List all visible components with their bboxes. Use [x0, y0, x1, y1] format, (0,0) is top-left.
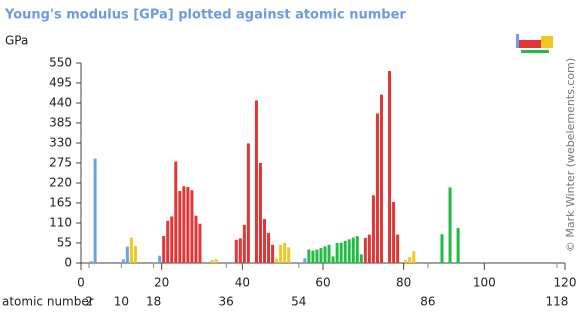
bar — [379, 94, 383, 264]
bar — [287, 247, 291, 263]
bar — [246, 143, 250, 263]
period-tick-label: 2 — [85, 295, 93, 309]
bar — [311, 250, 315, 263]
bar — [226, 262, 230, 263]
bar — [263, 219, 267, 263]
bar — [254, 100, 258, 263]
bar — [327, 244, 331, 263]
y-tick-label: 330 — [49, 136, 72, 150]
period-tick-label: 10 — [114, 295, 129, 309]
x-tick-label: 0 — [77, 276, 85, 290]
bar — [234, 239, 238, 263]
bar — [388, 71, 392, 263]
bar — [335, 243, 339, 263]
period-tick-label: 86 — [420, 295, 435, 309]
bar — [170, 216, 174, 263]
bar — [186, 187, 190, 263]
bar — [343, 240, 347, 263]
bar — [323, 246, 327, 263]
bar — [303, 258, 307, 263]
bar — [404, 260, 408, 263]
bar — [283, 243, 287, 263]
bar — [355, 236, 359, 263]
bar — [396, 234, 400, 263]
bar — [315, 249, 319, 263]
y-tick-label: 385 — [49, 116, 72, 130]
bar — [133, 245, 137, 263]
x-tick-label: 20 — [154, 276, 169, 290]
bar — [351, 237, 355, 263]
period-tick-label: 18 — [146, 295, 161, 309]
period-tick-label: 118 — [545, 295, 568, 309]
bar — [319, 248, 323, 263]
y-tick-label: 0 — [64, 256, 72, 270]
bar — [331, 256, 335, 263]
bar — [359, 254, 363, 263]
bar — [129, 237, 133, 263]
y-tick-label: 495 — [49, 76, 72, 90]
y-tick-label: 55 — [57, 236, 72, 250]
x-tick-label: 120 — [554, 276, 577, 290]
bar — [371, 195, 375, 263]
y-tick-label: 550 — [49, 56, 72, 70]
bar — [158, 255, 162, 263]
bar — [392, 201, 396, 263]
x-tick-label: 80 — [396, 276, 411, 290]
bar — [125, 246, 129, 263]
y-tick-label: 220 — [49, 176, 72, 190]
bar — [363, 237, 367, 263]
x-tick-label: 40 — [235, 276, 250, 290]
bar — [448, 187, 452, 263]
credit: © Mark Winter (webelements.com) — [564, 58, 577, 252]
bar — [307, 249, 311, 263]
bar — [93, 158, 97, 263]
period-tick-label: 54 — [291, 295, 306, 309]
bar — [271, 244, 275, 263]
bar — [258, 163, 262, 263]
bar — [121, 259, 125, 263]
bar — [408, 257, 412, 263]
bar — [194, 215, 198, 263]
y-tick-label: 110 — [49, 216, 72, 230]
bar — [440, 234, 444, 263]
bar — [267, 232, 271, 263]
bar — [339, 242, 343, 263]
bar — [174, 161, 178, 263]
bar — [210, 260, 214, 263]
bar — [242, 224, 246, 263]
bar — [375, 113, 379, 263]
bar — [347, 239, 351, 263]
chart-title: Young's modulus [GPa] plotted against at… — [4, 8, 406, 23]
bar — [178, 191, 182, 263]
bar — [190, 190, 194, 263]
x-axis-label: atomic number — [2, 295, 94, 309]
bar — [299, 262, 303, 263]
bar — [367, 234, 371, 263]
bar — [162, 236, 166, 263]
bar — [238, 238, 242, 263]
bar — [198, 223, 202, 263]
y-tick-label: 440 — [49, 96, 72, 110]
x-tick-label: 60 — [315, 276, 330, 290]
periodic-table-icon — [516, 34, 553, 53]
y-axis-label: GPa — [5, 34, 28, 48]
bar — [182, 186, 186, 263]
y-tick-label: 165 — [49, 196, 72, 210]
bar — [456, 228, 460, 263]
bar — [279, 244, 283, 263]
bar — [166, 220, 170, 263]
y-tick-label: 275 — [49, 156, 72, 170]
bar — [89, 261, 93, 263]
bar — [214, 259, 218, 263]
period-tick-label: 36 — [219, 295, 234, 309]
bar — [275, 259, 279, 263]
bar — [412, 251, 416, 263]
x-tick-label: 100 — [473, 276, 496, 290]
